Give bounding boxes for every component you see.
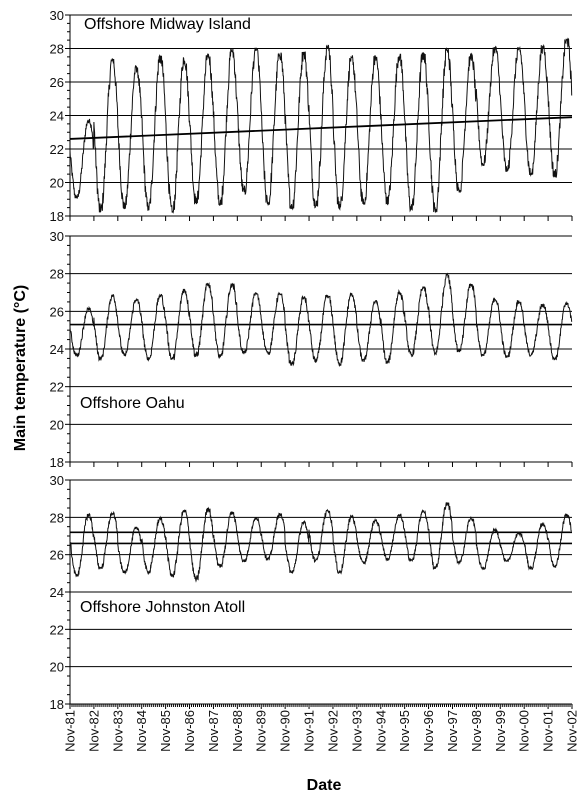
x-tick-label: Nov-98	[469, 710, 484, 752]
y-tick-label: 18	[50, 455, 64, 470]
trend-line	[69, 116, 573, 140]
x-tick-label: Nov-86	[182, 710, 197, 752]
x-tick-label: Nov-02	[565, 710, 578, 752]
x-tick-label: Nov-83	[110, 710, 125, 752]
y-tick-label: 20	[50, 660, 64, 675]
y-tick-label: 20	[50, 176, 64, 191]
x-tick-label: Nov-96	[421, 710, 436, 752]
y-tick-label: 30	[50, 8, 64, 23]
x-tick-label: Nov-81	[63, 710, 78, 752]
x-tick-label: Nov-01	[541, 710, 556, 752]
y-tick-label: 24	[50, 109, 64, 124]
y-tick-label: 18	[50, 209, 64, 224]
x-tick-label: Nov-90	[278, 710, 293, 752]
x-tick-label: Nov-94	[373, 710, 388, 752]
x-tick-label: Nov-87	[206, 710, 221, 752]
y-tick-label: 22	[50, 380, 64, 395]
y-tick-label: 30	[50, 473, 64, 488]
x-tick-label: Nov-92	[325, 710, 340, 752]
y-tick-label: 18	[50, 697, 64, 712]
y-axis-label: Main temperature (°C)	[12, 285, 29, 451]
temperature-series-line	[69, 37, 573, 214]
y-tick-label: 22	[50, 622, 64, 637]
y-tick-label: 24	[50, 342, 64, 357]
y-tick-label: 20	[50, 417, 64, 432]
y-tick-label: 28	[50, 267, 64, 282]
y-tick-label: 28	[50, 42, 64, 57]
x-tick-label: Nov-97	[445, 710, 460, 752]
y-tick-label: 24	[50, 585, 64, 600]
panel-title: Offshore Oahu	[80, 395, 185, 412]
y-tick-label: 26	[50, 75, 64, 90]
y-tick-label: 28	[50, 510, 64, 525]
x-tick-label: Nov-91	[302, 710, 317, 752]
x-axis-label: Date	[307, 777, 342, 794]
y-tick-label: 26	[50, 548, 64, 563]
y-tick-label: 30	[50, 229, 64, 244]
y-tick-label: 22	[50, 142, 64, 157]
x-tick-label: Nov-85	[158, 710, 173, 752]
x-tick-label: Nov-88	[230, 710, 245, 752]
x-tick-label: Nov-93	[349, 710, 364, 752]
x-tick-label: Nov-84	[134, 710, 149, 752]
x-tick-label: Nov-89	[254, 710, 269, 752]
x-tick-label: Nov-99	[493, 710, 508, 752]
x-tick-label: Nov-95	[397, 710, 412, 752]
panel-title: Offshore Johnston Atoll	[80, 599, 245, 616]
x-tick-label: Nov-82	[86, 710, 101, 752]
temperature-series-line	[69, 501, 572, 583]
x-tick-label: Nov-00	[517, 710, 532, 752]
y-tick-label: 26	[50, 304, 64, 319]
temperature-series-line	[69, 272, 573, 368]
panel-title: Offshore Midway Island	[84, 16, 251, 33]
